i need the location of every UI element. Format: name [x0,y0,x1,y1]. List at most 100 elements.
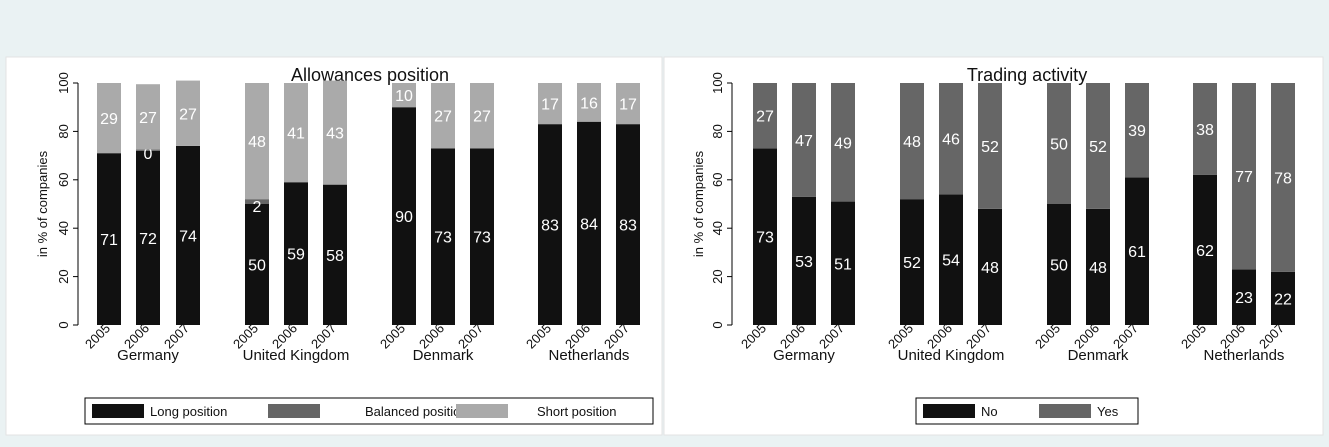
data-label: 46 [942,132,960,149]
data-label: 53 [795,254,813,271]
group-label: Denmark [413,347,474,364]
data-label: 74 [179,228,197,245]
bar-segment-short-position [431,83,455,149]
data-label: 50 [248,258,266,275]
bar-segment-short-position [323,80,347,185]
group-label: United Kingdom [243,347,350,364]
y-axis-label: in % of companies [35,150,50,257]
bar-segment-short-position [284,83,308,183]
data-label: 73 [473,230,491,247]
legend-label: Short position [537,404,617,419]
data-label: 27 [756,109,774,126]
bar-segment-long-position [577,121,601,325]
group-label: Netherlands [549,347,630,364]
data-label: 58 [326,248,344,265]
data-label: 10 [395,88,413,105]
bar-segment-long-position [176,145,200,325]
data-label: 29 [100,111,118,128]
legend-label: No [981,404,998,419]
legend-swatch [923,404,975,418]
data-label: 61 [1128,244,1146,261]
data-label: 52 [981,139,999,156]
data-label: 47 [795,133,813,150]
data-label: 83 [541,218,559,235]
bar-segment-short-position [616,83,640,125]
bar-segment-no [792,196,816,325]
bar-segment-yes [1086,83,1110,209]
data-label: 73 [756,230,774,247]
bar-segment-long-position [284,182,308,325]
bar-segment-no [1125,177,1149,325]
data-label: 54 [942,253,960,270]
bar-segment-short-position [136,84,160,150]
bar-segment-long-position [470,148,494,325]
data-label: 27 [434,109,452,126]
data-label: 52 [903,255,921,272]
bar-segment-no [1047,204,1071,325]
bar-segment-long-position [392,107,416,325]
bar-segment-short-position [392,83,416,108]
bar-segment-long-position [136,150,160,325]
y-tick-label: 40 [710,221,725,235]
y-tick-label: 100 [56,72,71,94]
legend-swatch [456,404,508,418]
group-label: Netherlands [1204,347,1285,364]
y-tick-label: 100 [710,72,725,94]
bar-segment-no [1086,208,1110,325]
bar-segment-no [831,201,855,325]
data-label: 78 [1274,170,1292,187]
bar-segment-yes [1193,83,1217,175]
data-label: 83 [619,218,637,235]
data-label: 41 [287,126,305,143]
data-label: 52 [1089,139,1107,156]
data-label: 48 [248,134,266,151]
data-label: 72 [139,231,157,248]
data-label: 23 [1235,290,1253,307]
data-label: 2 [253,199,262,216]
bar-segment-long-position [245,204,269,325]
data-label: 77 [1235,169,1253,186]
data-label: 84 [580,216,598,233]
group-label: United Kingdom [898,347,1005,364]
data-label: 16 [580,95,598,112]
bar-segment-long-position [97,153,121,325]
data-label: 39 [1128,123,1146,140]
bar-segment-long-position [323,184,347,325]
bar-segment-no [1193,174,1217,325]
data-label: 51 [834,256,852,273]
bar-segment-long-position [616,124,640,325]
data-label: 43 [326,126,344,143]
data-label: 71 [100,232,118,249]
legend-swatch [268,404,320,418]
y-tick-label: 40 [56,221,71,235]
chart-title-allowances: Allowances position [291,65,449,85]
bar-segment-no [900,199,924,325]
y-tick-label: 20 [56,269,71,283]
bar-segment-short-position [97,83,121,154]
data-label: 27 [473,109,491,126]
legend-swatch [1039,404,1091,418]
bar-segment-no [939,194,963,325]
data-label: 59 [287,247,305,264]
bar-segment-yes [1271,83,1295,272]
y-tick-label: 0 [56,321,71,328]
legend-label: Balanced position [365,404,468,419]
legend-swatch [92,404,144,418]
bar-segment-no [1232,269,1256,325]
bar-segment-yes [1125,83,1149,178]
data-label: 90 [395,209,413,226]
bar-segment-short-position [577,83,601,122]
bar-segment-yes [978,83,1002,209]
legend-label: Long position [150,404,227,419]
y-tick-label: 20 [710,269,725,283]
group-label: Denmark [1068,347,1129,364]
y-tick-label: 80 [56,124,71,138]
bar-segment-yes [939,83,963,195]
data-label: 49 [834,135,852,152]
y-tick-label: 0 [710,321,725,328]
data-label: 22 [1274,291,1292,308]
y-tick-label: 60 [710,173,725,187]
data-label: 27 [139,110,157,127]
data-label: 0 [144,146,153,163]
data-label: 27 [179,106,197,123]
